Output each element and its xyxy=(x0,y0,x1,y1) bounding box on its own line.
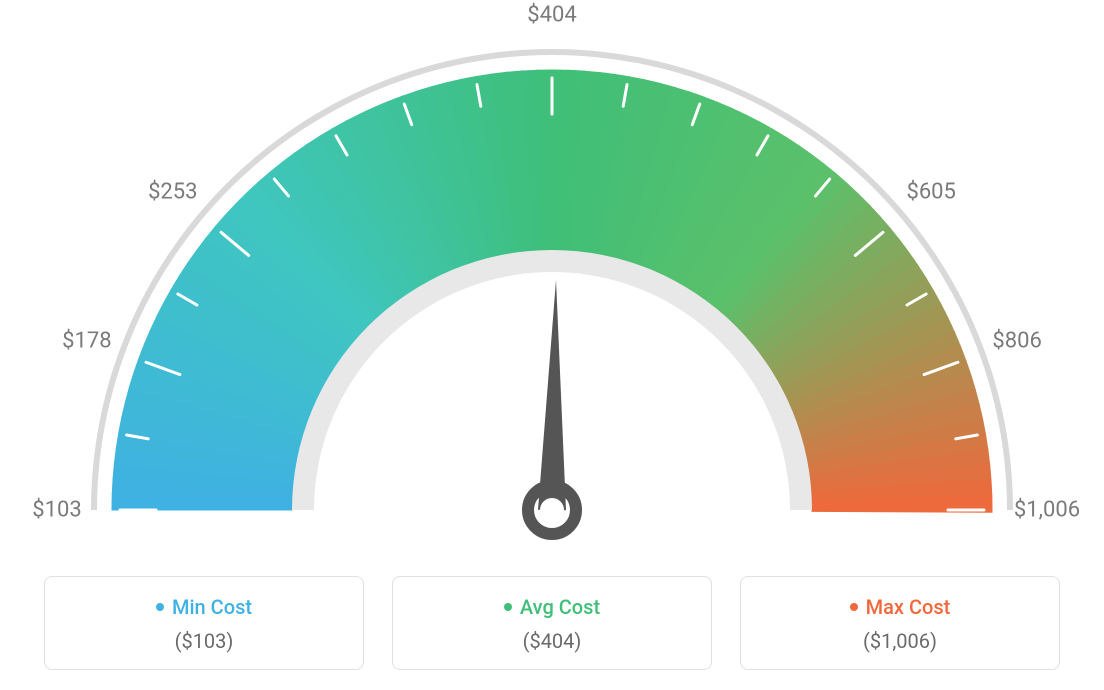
legend-avg-dot xyxy=(504,603,512,611)
gauge-tick-label: $806 xyxy=(992,328,1041,353)
gauge-container: $103 $178 $253 $404 $605 $806 $1,006 xyxy=(0,0,1104,560)
legend-row: Min Cost ($103) Avg Cost ($404) Max Cost… xyxy=(0,576,1104,670)
gauge-tick-label: $253 xyxy=(148,179,197,204)
legend-min-dot xyxy=(156,603,164,611)
gauge-tick-label: $1,006 xyxy=(1014,498,1080,523)
gauge-tick-label: $605 xyxy=(906,179,955,204)
legend-max: Max Cost ($1,006) xyxy=(740,576,1060,670)
legend-max-value: ($1,006) xyxy=(751,629,1049,653)
legend-min: Min Cost ($103) xyxy=(44,576,364,670)
gauge-tick-label: $103 xyxy=(32,498,81,523)
legend-avg-title: Avg Cost xyxy=(504,595,600,619)
legend-max-dot xyxy=(850,603,858,611)
legend-min-label: Min Cost xyxy=(172,595,252,619)
gauge-tick-label: $404 xyxy=(527,3,576,28)
legend-min-value: ($103) xyxy=(55,629,353,653)
legend-min-title: Min Cost xyxy=(156,595,252,619)
legend-avg: Avg Cost ($404) xyxy=(392,576,712,670)
gauge-tick-label: $178 xyxy=(62,328,111,353)
gauge-svg xyxy=(0,0,1104,560)
legend-max-label: Max Cost xyxy=(866,595,951,619)
legend-max-title: Max Cost xyxy=(850,595,951,619)
legend-avg-label: Avg Cost xyxy=(520,595,600,619)
legend-avg-value: ($404) xyxy=(403,629,701,653)
